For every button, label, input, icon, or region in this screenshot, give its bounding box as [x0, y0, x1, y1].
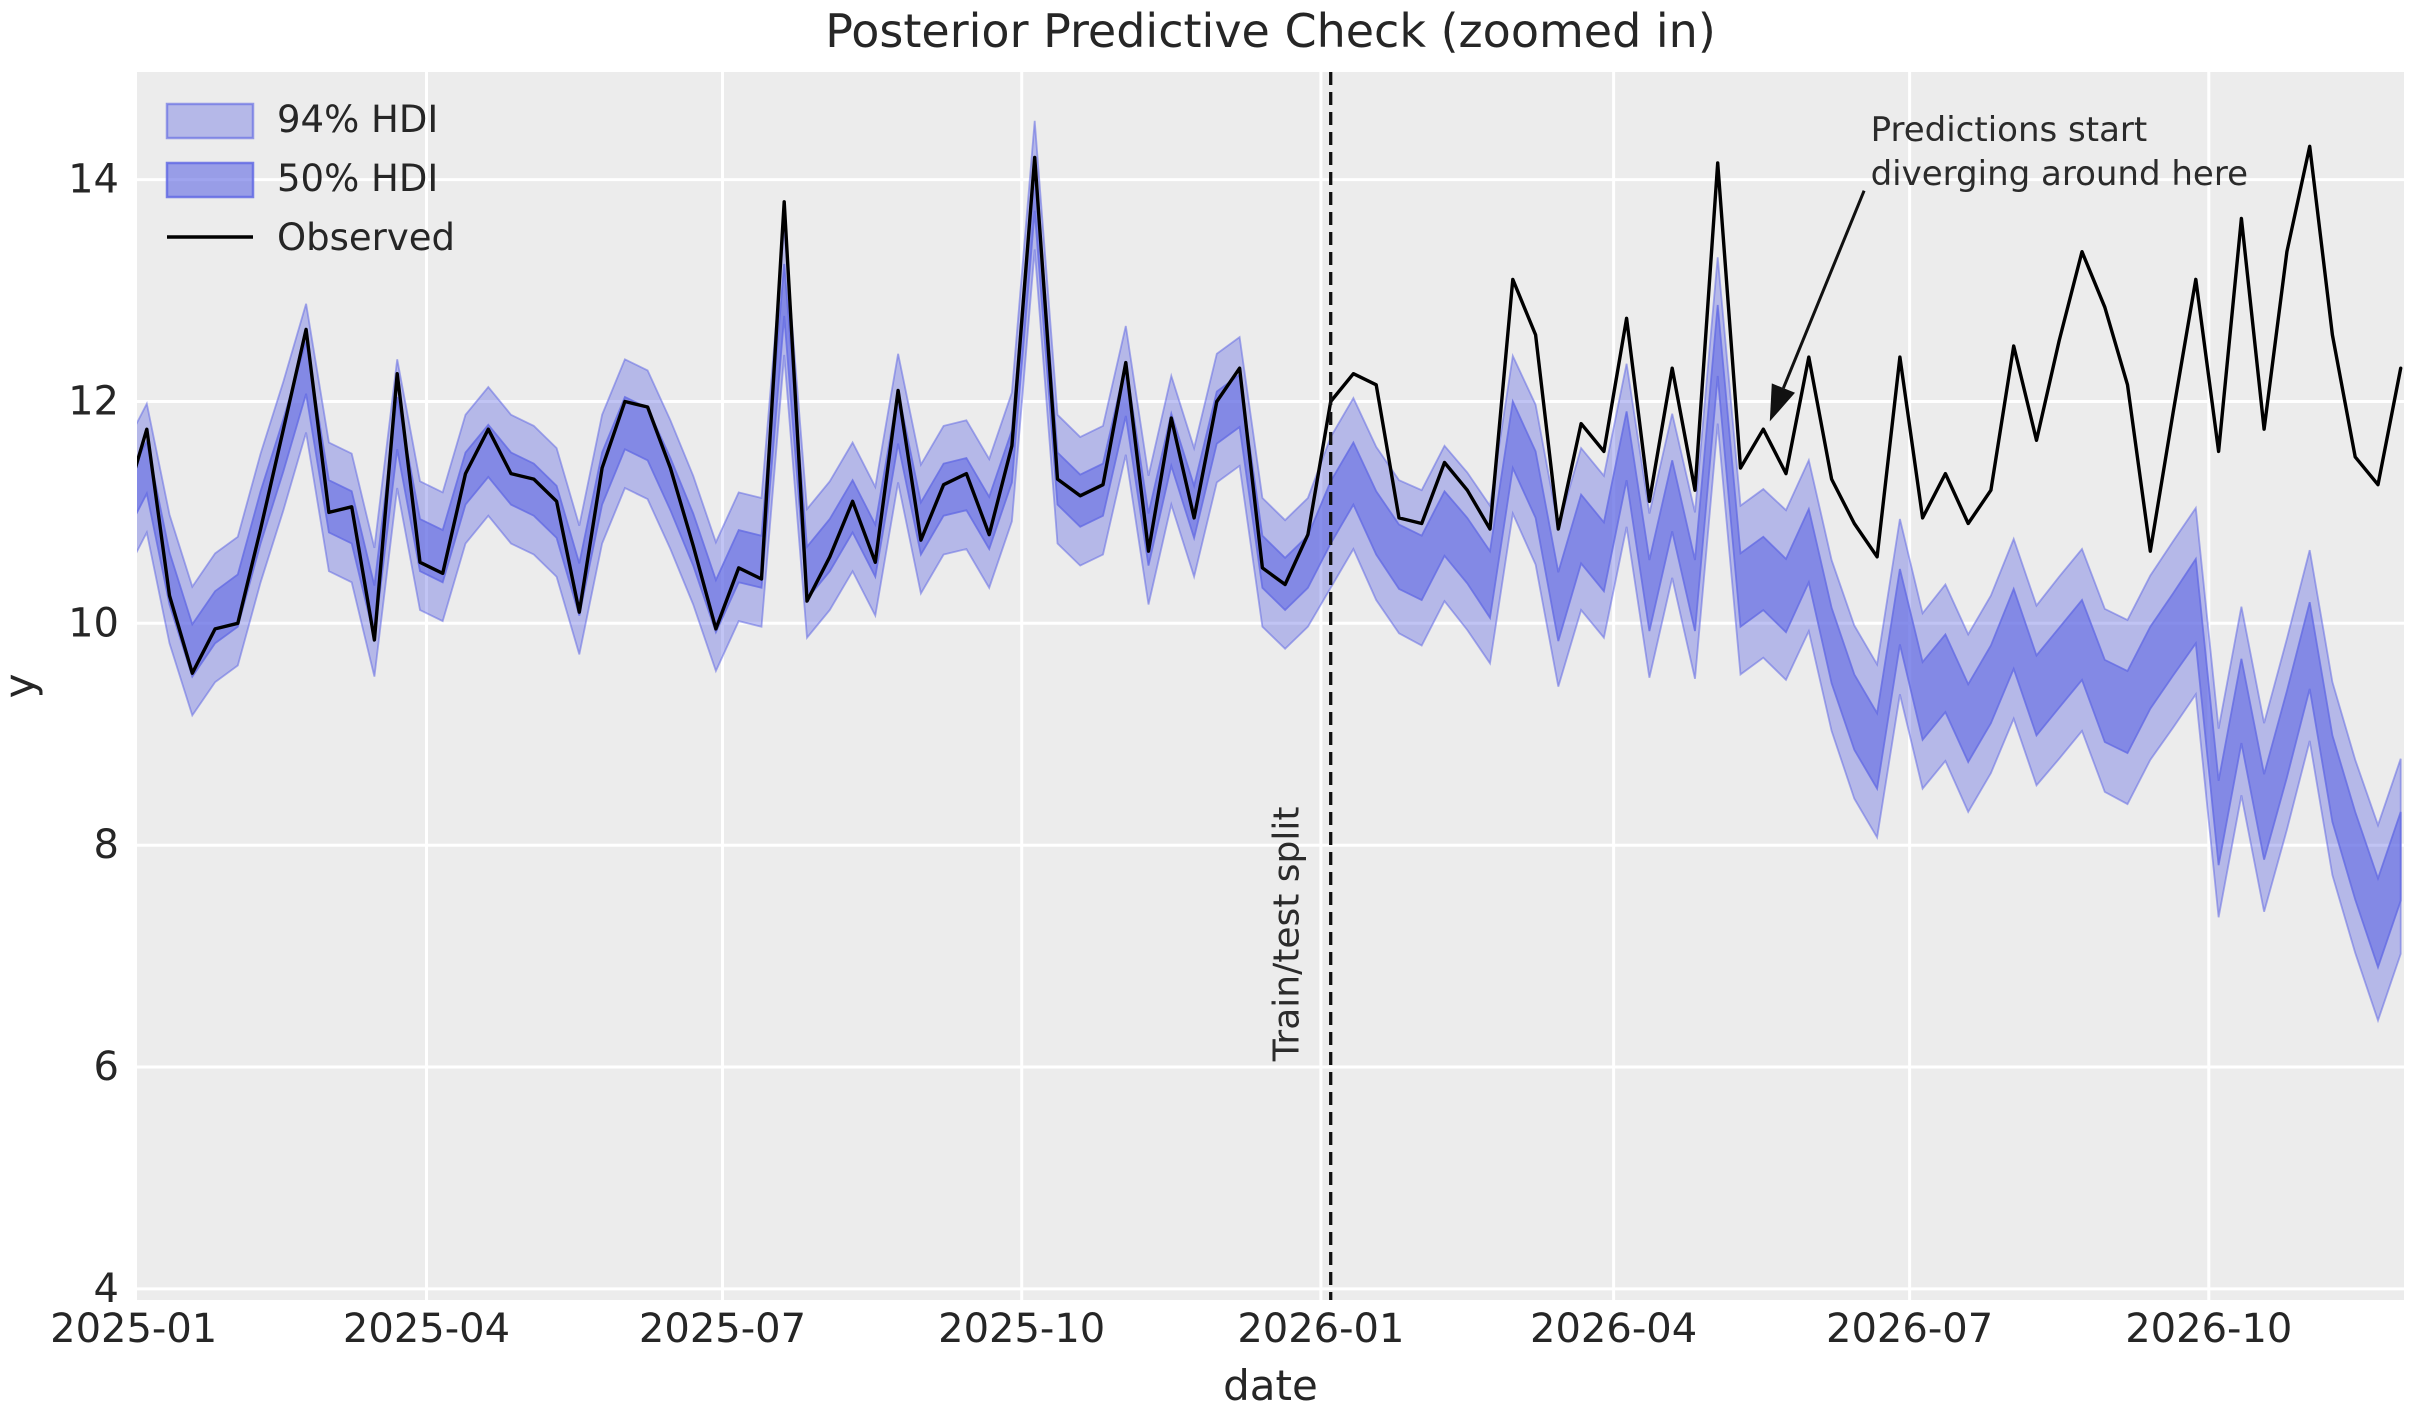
x-tick-label: 2026-01 — [1237, 1306, 1404, 1352]
train-test-split-label: Train/test split — [1267, 806, 1308, 1062]
y-tick-label: 6 — [94, 1044, 119, 1090]
x-tick-label: 2026-10 — [2125, 1306, 2292, 1352]
x-axis-label: date — [1223, 1361, 1318, 1410]
y-tick-label: 12 — [68, 379, 119, 425]
x-tick-label: 2026-04 — [1530, 1306, 1697, 1352]
x-tick-label: 2026-07 — [1826, 1306, 1993, 1352]
y-tick-label: 14 — [68, 157, 119, 203]
legend: 94% HDI 50% HDI Observed — [165, 98, 455, 259]
annotation-text-line2: diverging around here — [1871, 154, 2248, 194]
y-tick-label: 4 — [94, 1266, 119, 1312]
x-tick-labels: 2025-01 2025-04 2025-07 2025-10 2026-01 2026-… — [50, 1306, 2292, 1352]
data-lines — [137, 144, 2403, 675]
y-tick-label: 8 — [94, 822, 119, 868]
annotation-text-line1: Predictions start — [1871, 110, 2148, 150]
y-tick-labels: 4 6 8 10 12 14 — [68, 157, 119, 1312]
legend-label-observed: Observed — [277, 216, 455, 259]
diverge-annotation: Predictions start diverging around here — [1769, 110, 2248, 422]
legend-swatch-94-hdi — [165, 102, 255, 140]
y-axis-label: y — [0, 674, 44, 699]
y-tick-label: 10 — [68, 600, 119, 646]
legend-label-94-hdi: 94% HDI — [277, 98, 438, 141]
observed-line — [137, 144, 2403, 675]
legend-swatch-50-hdi — [165, 161, 255, 199]
annotation-arrowhead-icon — [1769, 383, 1795, 422]
x-tick-label: 2025-07 — [639, 1306, 806, 1352]
chart-title: Posterior Predictive Check (zoomed in) — [825, 4, 1716, 58]
legend-label-50-hdi: 50% HDI — [277, 157, 438, 200]
x-tick-label: 2025-04 — [343, 1306, 510, 1352]
annotation-arrow — [1782, 190, 1866, 389]
x-tick-label: 2025-01 — [50, 1306, 217, 1352]
x-tick-label: 2025-10 — [938, 1306, 1105, 1352]
